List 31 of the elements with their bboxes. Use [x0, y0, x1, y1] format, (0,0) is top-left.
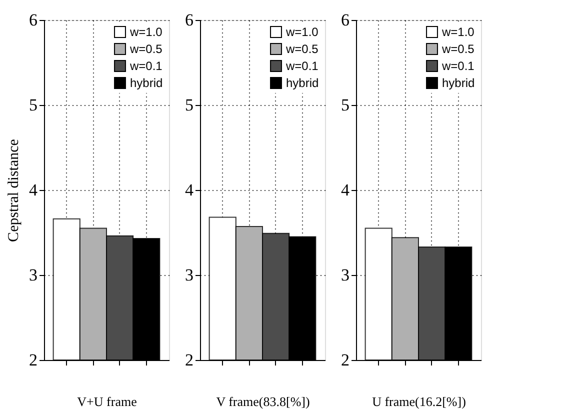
y-tick-label: 3 [341, 266, 350, 284]
x-axis-title: V frame(83.8[%]) [216, 394, 310, 409]
y-tick-label: 6 [29, 10, 38, 30]
y-tick-label: 5 [341, 96, 350, 114]
legend-label: w=1.0 [441, 25, 475, 39]
y-tick-label: 3 [185, 266, 194, 284]
y-tick-label: 2 [185, 350, 194, 370]
legend-label: w=1.0 [129, 25, 163, 39]
legend-label: hybrid [442, 76, 475, 90]
legend-label: w=1.0 [285, 25, 319, 39]
y-tick-label: 4 [29, 180, 38, 200]
y-tick-label: 2 [341, 350, 350, 370]
y-tick-label: 5 [29, 96, 38, 114]
legend-label: hybrid [286, 76, 319, 90]
y-tick-label: 5 [185, 96, 194, 114]
y-tick-label: 2 [29, 350, 38, 370]
y-tick-label: 3 [29, 266, 38, 284]
y-axis-title: Cepstral distance [6, 138, 22, 242]
legend-label: w=0.1 [441, 59, 475, 73]
legend-label: w=0.5 [285, 42, 319, 56]
x-axis-title: U frame(16.2[%]) [372, 394, 466, 409]
x-axis-title: V+U frame [77, 394, 138, 409]
y-tick-label: 6 [341, 10, 350, 30]
legend-label: w=0.5 [441, 42, 475, 56]
legend-label: w=0.5 [129, 42, 163, 56]
legend-label: hybrid [130, 76, 163, 90]
legend-label: w=0.1 [129, 59, 163, 73]
legend-label: w=0.1 [285, 59, 319, 73]
y-tick-label: 4 [341, 180, 350, 200]
y-tick-label: 6 [185, 10, 194, 30]
y-tick-label: 4 [185, 180, 194, 200]
